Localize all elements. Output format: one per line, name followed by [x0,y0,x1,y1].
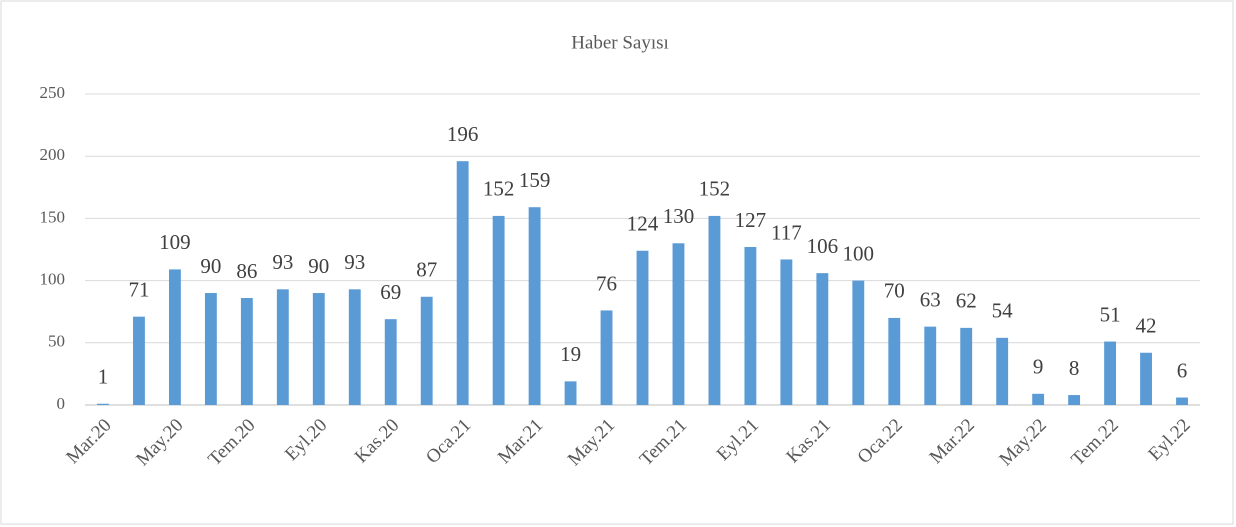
value-label: 69 [380,280,401,304]
bar [708,215,721,405]
bar [780,259,793,405]
bar [672,243,685,405]
y-tick-label: 250 [40,83,66,102]
y-tick-label: 100 [40,270,66,289]
bar [816,273,829,405]
bar [240,298,253,405]
value-label: 124 [627,212,659,236]
y-tick-label: 200 [40,145,66,164]
value-label: 100 [843,241,875,265]
bar [348,289,361,405]
value-label: 8 [1069,356,1080,380]
value-label: 1 [98,365,109,389]
bar [384,319,397,405]
y-tick-label: 0 [57,394,66,413]
bar [960,327,973,405]
bar [1104,341,1117,405]
value-label: 51 [1100,302,1121,326]
bar [1176,397,1188,405]
value-label: 152 [483,177,515,201]
bar [600,310,613,405]
bar [1032,393,1045,405]
bar [276,289,289,405]
value-label: 90 [200,254,221,278]
value-label: 159 [519,168,551,192]
value-label: 93 [344,250,365,274]
y-tick-label: 50 [48,332,65,351]
bar [492,215,505,405]
value-label: 127 [735,208,767,232]
value-label: 76 [596,271,617,295]
value-label: 63 [920,287,941,311]
value-label: 93 [272,250,293,274]
bar [97,403,109,405]
bar [456,161,469,405]
bar [312,293,325,405]
bar [564,381,577,405]
bar [528,207,541,405]
value-label: 70 [884,279,905,303]
value-label: 106 [807,234,839,258]
value-label: 130 [663,204,695,228]
value-label: 6 [1177,358,1188,382]
bar [168,269,181,405]
value-label: 71 [128,277,149,301]
bar [133,316,145,405]
value-label: 117 [771,220,802,244]
value-label: 42 [1136,314,1157,338]
bar [744,247,757,405]
value-label: 87 [416,258,437,282]
bar [888,317,901,405]
value-label: 90 [308,254,329,278]
value-label: 196 [447,122,479,146]
value-label: 9 [1033,355,1044,379]
value-label: 54 [992,299,1014,323]
value-label: 152 [699,177,731,201]
chart-title: Haber Sayısı [571,32,669,53]
bar [996,337,1009,405]
value-label: 62 [956,289,977,313]
y-tick-label: 150 [40,207,66,226]
value-label: 109 [159,230,191,254]
value-label: 86 [236,259,257,283]
bar [636,250,649,405]
value-label: 19 [560,342,581,366]
bar [924,326,937,405]
bar [1140,352,1152,405]
bar [420,296,433,405]
bar [1068,395,1081,405]
bar [204,293,217,405]
bar [852,280,865,405]
